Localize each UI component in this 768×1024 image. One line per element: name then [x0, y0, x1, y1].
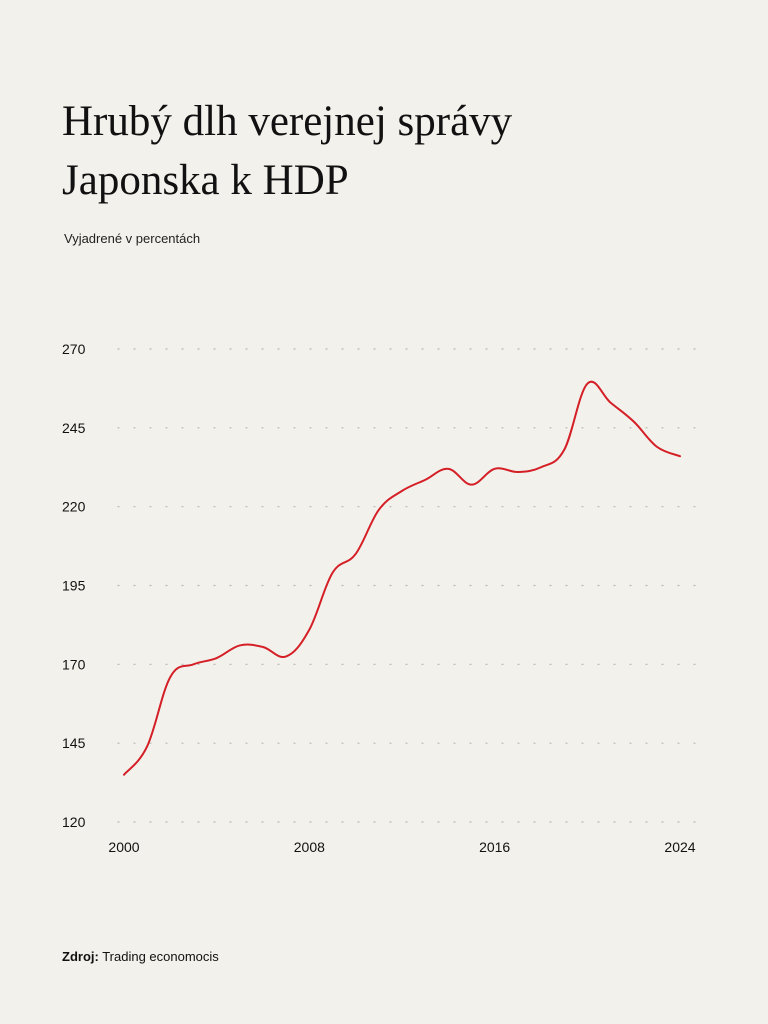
- chart-subtitle: Vyjadrené v percentách: [64, 231, 201, 246]
- y-tick-label: 145: [62, 735, 86, 751]
- x-axis-ticks: 2000 2008 2016 2024: [108, 839, 695, 855]
- chart-title: Hrubý dlh verejnej správy Japonska k HDP: [62, 92, 702, 210]
- y-tick-label: 270: [62, 341, 86, 357]
- chart-title-line-1: Hrubý dlh verejnej správy: [62, 98, 513, 145]
- chart-title-line-2: Japonska k HDP: [62, 157, 349, 204]
- x-tick-label: 2000: [108, 839, 139, 855]
- x-tick-label: 2016: [479, 839, 510, 855]
- grid-layer: [117, 348, 709, 823]
- y-tick-label: 245: [62, 420, 86, 436]
- y-tick-label: 120: [62, 814, 86, 830]
- y-tick-label: 195: [62, 578, 86, 594]
- series-line: [123, 380, 681, 776]
- y-tick-label: 170: [62, 656, 86, 672]
- source-label: Zdroj:: [62, 949, 99, 964]
- x-tick-label: 2024: [664, 839, 695, 855]
- series-layer: [123, 380, 681, 776]
- x-tick-label: 2008: [294, 839, 325, 855]
- y-tick-label: 220: [62, 499, 86, 515]
- source-note: Zdroj: Trading economocis: [62, 949, 219, 964]
- line-chart: 270 245 220 195 170 145 120 2000 2008 2016 2024: [62, 341, 709, 855]
- source-text: Trading economocis: [102, 949, 219, 964]
- y-axis-ticks: 270 245 220 195 170 145 120: [62, 341, 86, 830]
